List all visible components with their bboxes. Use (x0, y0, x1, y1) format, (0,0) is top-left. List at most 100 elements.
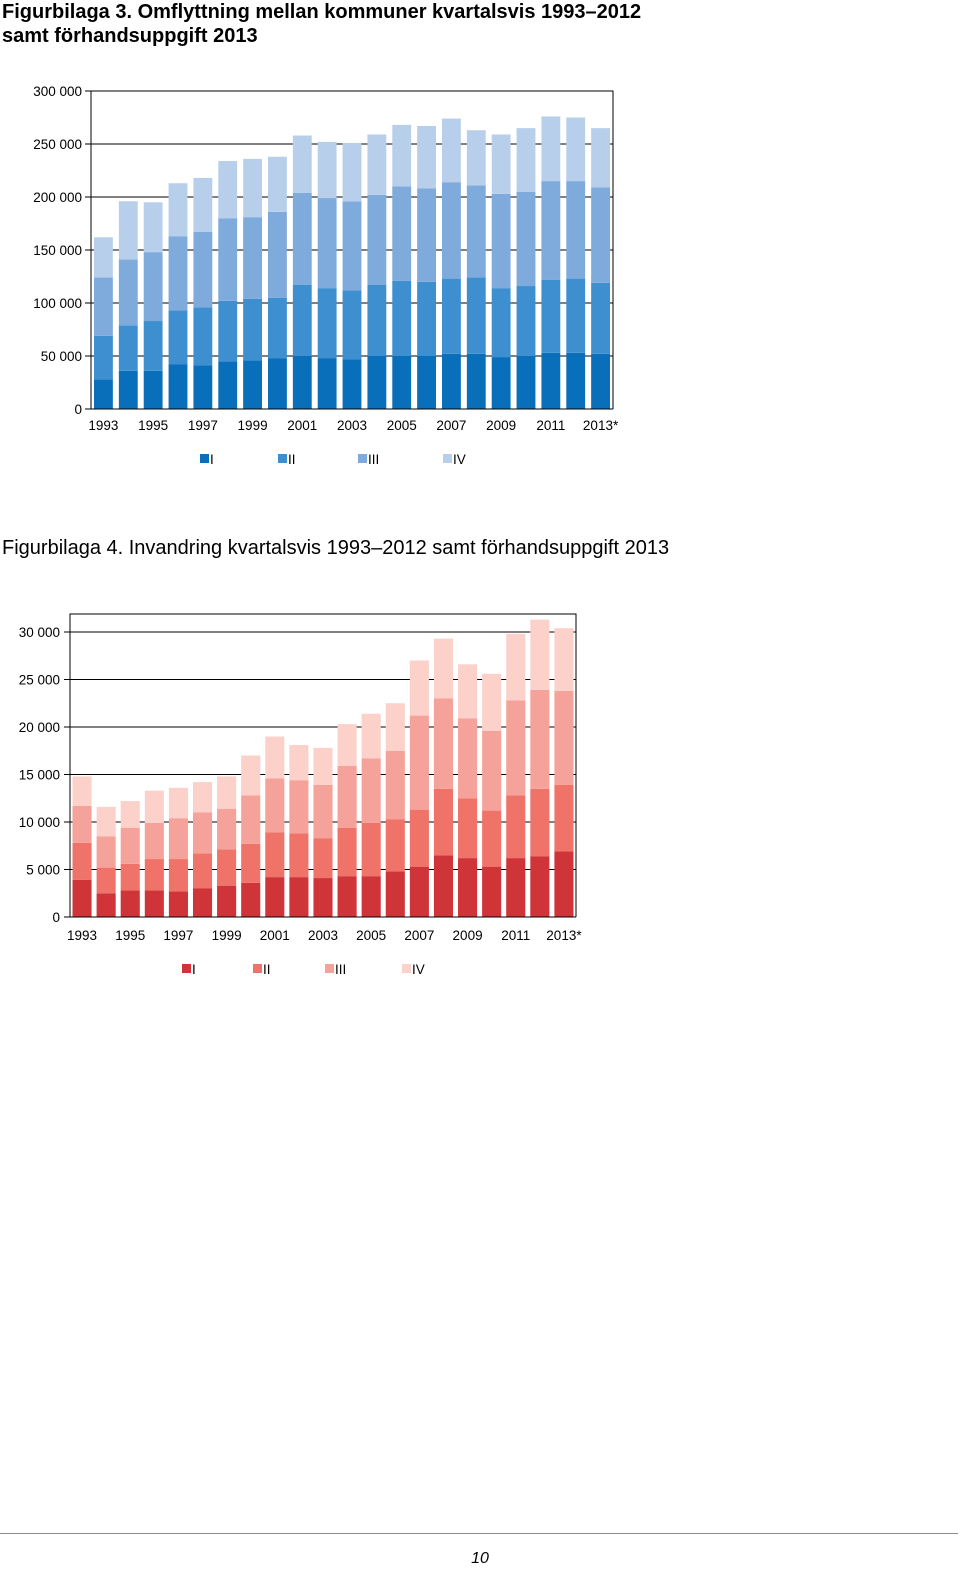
bar-segment (72, 879, 92, 917)
bar-segment (409, 866, 429, 917)
bar-segment (265, 877, 285, 917)
bar-segment (168, 891, 188, 917)
bar-segment (530, 856, 550, 917)
bar-segment (466, 353, 486, 409)
bar-segment (193, 177, 213, 232)
bar-segment (144, 790, 164, 823)
bar-segment (292, 356, 312, 409)
bar-segment (218, 300, 238, 362)
bar-segment (265, 778, 285, 833)
bar-segment (392, 356, 412, 409)
legend-swatch (325, 964, 334, 973)
bar-segment (367, 356, 387, 409)
bar-segment (385, 750, 405, 820)
bar-segment (243, 158, 262, 218)
bar-segment (442, 278, 461, 354)
x-tick-label: 1999 (212, 928, 242, 943)
bar-segment (289, 780, 309, 834)
bar-segment (168, 183, 188, 237)
legend-swatch (402, 964, 411, 973)
x-tick-label: 2003 (308, 928, 338, 943)
bar-segment (367, 134, 387, 195)
chart-omflyttning: 0 50 000 100 000 150 000 200 000 250 000 300 0… (33, 84, 619, 467)
y-tick-label: 50 000 (41, 349, 82, 364)
bar-segment (96, 836, 116, 868)
bar-segment (289, 745, 309, 781)
bar-segment (120, 801, 140, 828)
bar-segment (268, 156, 287, 212)
bar-segment (458, 718, 478, 799)
bar-segment (506, 700, 526, 796)
bar-segment (217, 808, 237, 850)
legend-label: IV (453, 452, 466, 467)
legend-label: III (368, 452, 379, 467)
bar-segment (385, 703, 405, 751)
bar-segment (317, 358, 337, 409)
legend-label: II (288, 452, 296, 467)
bar-segment (217, 776, 237, 809)
bar-segment (193, 307, 213, 366)
bar-segment (361, 758, 381, 823)
bar-segment (367, 284, 387, 356)
bar-segment (385, 819, 405, 872)
bar-segment (554, 784, 574, 852)
bar-segment (466, 277, 486, 354)
bar-segment (218, 218, 238, 301)
bar-segment (342, 290, 362, 360)
y-tick-label: 250 000 (33, 137, 82, 152)
bar-segment (482, 810, 502, 867)
bar-segment (144, 859, 164, 891)
bar-segment (118, 259, 138, 326)
bar-segment (342, 201, 362, 291)
bar-segment (143, 202, 163, 253)
bar-segment (292, 135, 312, 193)
x-tick-label: 2013* (546, 928, 582, 943)
bar-segment (466, 185, 486, 278)
legend-label: II (263, 962, 271, 977)
bar-segment (292, 192, 312, 285)
bar-segment (342, 142, 362, 202)
bar-segment (192, 782, 213, 813)
y-tick-label: 30 000 (19, 625, 60, 640)
x-tick-label: 1999 (238, 418, 268, 433)
bar-segment (317, 141, 337, 199)
legend-swatch (358, 454, 367, 463)
bar-segment (120, 890, 140, 917)
bar-segment (144, 822, 164, 860)
bar-segment (168, 818, 188, 860)
bar-segment (265, 736, 285, 779)
legend-label: I (210, 452, 214, 467)
bar-segment (192, 853, 213, 889)
bar-segment (72, 842, 92, 880)
bar-segment (566, 117, 586, 182)
bar-segment (243, 298, 262, 361)
bar-segment (433, 638, 454, 699)
bar-segment (482, 730, 502, 811)
bar-segment (417, 356, 436, 409)
bar-segment (94, 277, 113, 336)
bar-segment (417, 281, 436, 356)
legend-swatch (443, 454, 452, 463)
x-tick-label: 2011 (501, 928, 530, 943)
bar-segment (482, 866, 502, 917)
bar-segment (591, 187, 610, 283)
bar-segment (591, 282, 610, 354)
bar-segment (313, 784, 333, 839)
x-tick-label: 2007 (436, 418, 466, 433)
bar-segment (120, 863, 140, 891)
y-tick-label: 300 000 (33, 84, 82, 99)
legend-label: IV (412, 962, 425, 977)
bar-segment (409, 660, 429, 716)
bar-segment (442, 182, 461, 279)
bar-segment (367, 194, 387, 285)
bar-segment (94, 237, 113, 278)
bar-segment (192, 812, 213, 854)
bar-segment (417, 188, 436, 282)
bar-segment (192, 888, 213, 917)
bar-segment (94, 379, 113, 409)
bar-segment (566, 181, 586, 279)
y-tick-label: 5 000 (26, 863, 60, 878)
bar-segment (541, 279, 561, 353)
legend-swatch (253, 964, 262, 973)
bar-segment (554, 690, 574, 785)
